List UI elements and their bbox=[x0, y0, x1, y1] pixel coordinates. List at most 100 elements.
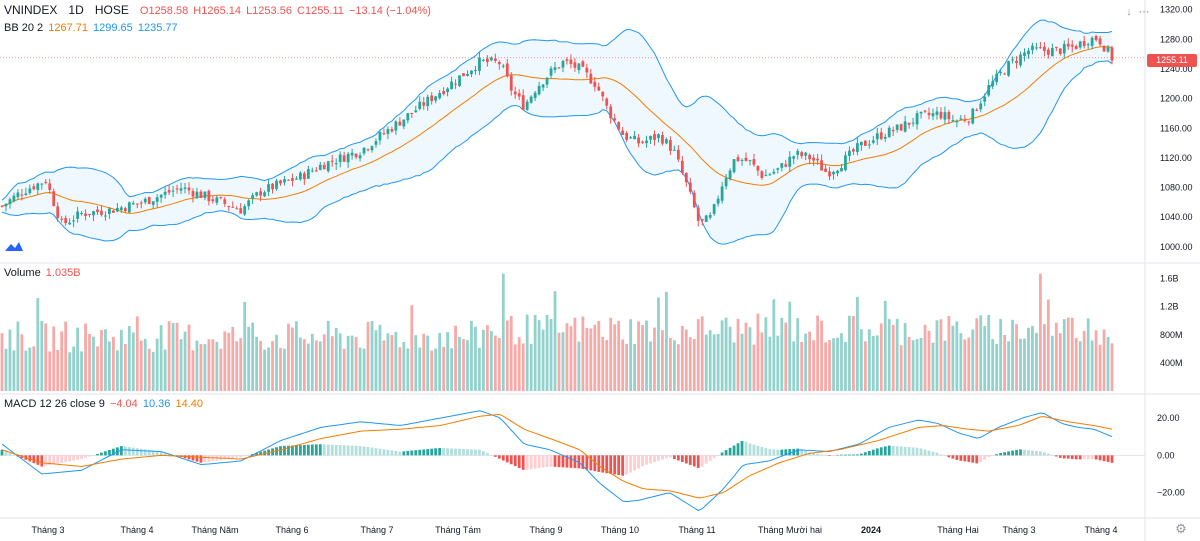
candle bbox=[131, 200, 135, 205]
candle bbox=[454, 79, 457, 89]
candle-body bbox=[474, 70, 477, 72]
macd-histogram-bar bbox=[875, 448, 879, 456]
bb-legend[interactable]: BB 20 2 1267.71 1299.65 1235.77 bbox=[4, 21, 180, 35]
candle-body bbox=[20, 194, 24, 196]
macd-histogram-bar bbox=[255, 452, 259, 456]
volume-bar bbox=[1035, 332, 1038, 391]
candle-body bbox=[302, 173, 306, 180]
volume-bar bbox=[155, 338, 159, 391]
candle bbox=[370, 145, 374, 153]
candle bbox=[310, 167, 314, 173]
macd-histogram-bar bbox=[1066, 455, 1070, 459]
candle bbox=[275, 178, 278, 191]
candle bbox=[505, 59, 509, 78]
macd-histogram-bar bbox=[358, 445, 362, 456]
candle bbox=[8, 197, 12, 209]
macd-histogram-bar bbox=[1019, 449, 1022, 456]
macd-histogram-bar bbox=[931, 451, 935, 456]
macd-histogram-bar bbox=[342, 445, 346, 456]
candle bbox=[36, 182, 40, 195]
macd-histogram-bar bbox=[338, 445, 342, 456]
candle bbox=[605, 97, 609, 110]
candle-body bbox=[931, 113, 935, 117]
macd-histogram-bar bbox=[1070, 455, 1074, 459]
candle-body bbox=[704, 215, 708, 222]
macd-pane[interactable] bbox=[0, 410, 1145, 512]
time-tick-label: Tháng 4 bbox=[1084, 525, 1117, 535]
candle-body bbox=[565, 59, 569, 61]
candle-body bbox=[358, 155, 362, 159]
volume-pane[interactable] bbox=[0, 273, 1114, 391]
arrow-down-icon[interactable]: ↓ bbox=[1126, 6, 1132, 18]
candle-body bbox=[1046, 49, 1050, 55]
volume-bar bbox=[354, 336, 358, 391]
macd-histogram-bar bbox=[8, 453, 12, 456]
candle-body bbox=[637, 137, 640, 144]
volume-bar bbox=[919, 337, 923, 391]
candle bbox=[724, 173, 728, 190]
macd-histogram-bar bbox=[501, 455, 505, 461]
bb-band-fill bbox=[2, 20, 1112, 245]
candle bbox=[1086, 42, 1090, 50]
candle-body bbox=[211, 199, 215, 202]
candle bbox=[521, 89, 525, 111]
macd-histogram-bar bbox=[903, 446, 907, 456]
candle bbox=[931, 108, 935, 121]
candle bbox=[426, 94, 430, 111]
volume-bar bbox=[76, 327, 79, 391]
candle bbox=[561, 59, 565, 73]
symbol-name[interactable]: VNINDEX bbox=[4, 3, 58, 17]
candle-body bbox=[852, 149, 855, 152]
macd-histogram-bar bbox=[119, 446, 123, 456]
candle-body bbox=[92, 211, 95, 216]
candle bbox=[859, 141, 863, 151]
gear-icon[interactable]: ⚙ bbox=[1175, 521, 1187, 536]
volume-bar bbox=[100, 330, 103, 391]
volume-bar bbox=[700, 316, 704, 391]
price-pane[interactable] bbox=[0, 19, 1145, 245]
macd-histogram-bar bbox=[649, 455, 652, 464]
candle-body bbox=[680, 160, 684, 174]
candle bbox=[96, 206, 99, 215]
volume-bar bbox=[605, 340, 609, 391]
macd-histogram-bar bbox=[199, 455, 203, 463]
volume-legend[interactable]: Volume 1.035B bbox=[4, 266, 83, 280]
tradingview-logo-icon[interactable] bbox=[4, 239, 24, 253]
macd-histogram-bar bbox=[919, 448, 923, 456]
candle-body bbox=[903, 121, 907, 132]
price-tick-label: 1040.00 bbox=[1160, 212, 1193, 222]
candle-body bbox=[911, 122, 915, 124]
candle-body bbox=[239, 208, 243, 214]
volume-bar bbox=[772, 299, 776, 391]
candle-body bbox=[1086, 44, 1090, 46]
candle-body bbox=[577, 63, 581, 70]
volume-bar bbox=[474, 326, 477, 391]
macd-legend[interactable]: MACD 12 26 close 9 −4.04 10.36 14.40 bbox=[4, 397, 205, 411]
macd-histogram-bar bbox=[927, 450, 931, 456]
volume-bar bbox=[410, 305, 414, 391]
volume-bar bbox=[676, 344, 680, 391]
macd-histogram-bar bbox=[370, 447, 374, 456]
candle-body bbox=[322, 164, 326, 170]
volume-bar bbox=[585, 327, 589, 391]
candle bbox=[629, 135, 633, 140]
candle-body bbox=[927, 112, 931, 116]
candle bbox=[40, 183, 44, 190]
candle bbox=[4, 203, 8, 212]
last-price-tag: 1255.11 bbox=[1147, 54, 1197, 67]
candle-body bbox=[645, 140, 648, 144]
volume-bar bbox=[959, 333, 963, 391]
candle bbox=[330, 154, 334, 168]
macd-histogram-bar bbox=[100, 452, 103, 456]
candle-body bbox=[1090, 37, 1094, 46]
macd-line-value: 10.36 bbox=[142, 398, 171, 410]
candle-body bbox=[1070, 44, 1074, 47]
macd-histogram-bar bbox=[712, 455, 716, 459]
candle-body bbox=[350, 152, 354, 156]
macd-histogram-bar bbox=[633, 455, 636, 471]
menu-icon[interactable]: ⋯ bbox=[1138, 6, 1150, 18]
macd-histogram-bar bbox=[768, 449, 772, 456]
candle-body bbox=[521, 95, 525, 110]
candle bbox=[525, 99, 529, 111]
